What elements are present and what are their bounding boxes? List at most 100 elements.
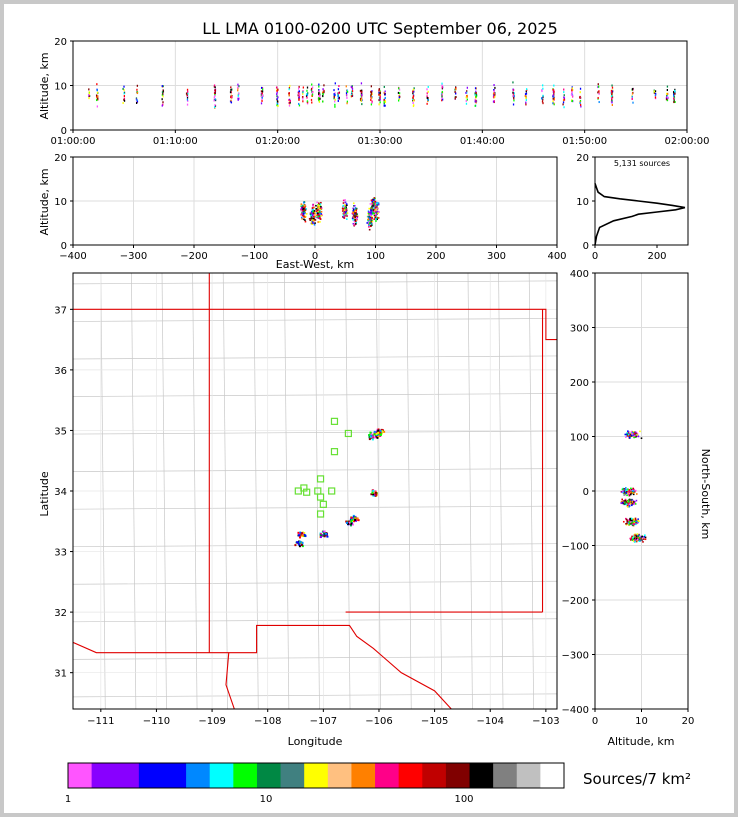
source-mark	[635, 523, 637, 526]
source-mark	[333, 97, 335, 100]
source-mark	[214, 104, 216, 107]
source-mark	[298, 533, 301, 536]
source-mark	[352, 202, 355, 205]
source-mark	[303, 212, 306, 215]
source-mark	[334, 82, 336, 85]
x-tick-label: 0	[312, 251, 318, 262]
source-mark	[371, 96, 373, 99]
source-mark	[541, 90, 543, 93]
source-mark	[95, 94, 98, 97]
source-mark	[369, 215, 372, 218]
source-mark	[342, 214, 345, 216]
source-mark	[513, 95, 515, 98]
source-mark	[298, 94, 300, 97]
source-mark	[454, 90, 456, 93]
county-boundary	[73, 505, 557, 510]
x-tick-label: 02:00:00	[665, 136, 710, 147]
source-mark	[298, 93, 300, 96]
colorbar-tick-label: 1	[65, 794, 71, 805]
source-mark	[354, 207, 357, 209]
source-mark	[638, 537, 641, 539]
source-mark	[351, 516, 354, 519]
source-mark	[383, 101, 385, 104]
source-mark	[311, 214, 313, 216]
source-mark	[375, 432, 378, 435]
source-mark	[666, 99, 669, 102]
ns-height-xlabel: Altitude, km	[607, 735, 674, 748]
source-mark	[597, 86, 599, 89]
source-mark	[300, 544, 303, 547]
county-boundary	[73, 693, 557, 698]
source-mark	[611, 103, 613, 106]
source-mark	[298, 96, 300, 99]
source-mark	[97, 95, 99, 98]
source-mark	[632, 490, 635, 493]
source-mark	[309, 219, 312, 222]
source-mark	[626, 520, 629, 523]
source-mark	[525, 88, 528, 91]
source-mark	[673, 99, 675, 102]
source-mark	[312, 205, 314, 207]
source-mark	[369, 220, 371, 222]
source-mark	[641, 539, 643, 541]
source-mark	[97, 97, 99, 100]
source-mark	[632, 431, 635, 433]
source-mark	[135, 97, 138, 100]
source-mark	[360, 98, 363, 101]
source-mark	[383, 104, 385, 107]
source-mark	[370, 208, 372, 211]
source-mark	[579, 103, 582, 106]
source-mark	[628, 489, 631, 491]
source-mark	[629, 491, 632, 494]
source-mark	[427, 85, 429, 88]
source-mark	[542, 84, 544, 87]
x-tick-label: −111	[87, 716, 114, 727]
source-mark	[635, 537, 638, 540]
source-mark	[375, 208, 377, 211]
source-mark	[562, 99, 565, 102]
source-mark	[628, 504, 631, 507]
source-mark	[562, 101, 565, 104]
station-marker	[344, 429, 352, 438]
source-mark	[351, 519, 354, 522]
ew-height-xlabel: East-West, km	[276, 258, 354, 271]
colorbar-swatch	[351, 763, 376, 788]
source-mark	[631, 538, 633, 541]
colorbar-label: Sources/7 km²	[583, 770, 691, 788]
source-mark	[355, 216, 358, 219]
y-tick-label: −200	[562, 596, 589, 607]
source-mark	[320, 201, 322, 204]
source-mark	[341, 210, 344, 212]
source-mark	[288, 100, 291, 103]
ew-height-ylabel: Altitude, km	[38, 168, 51, 235]
source-mark	[261, 99, 263, 102]
source-mark	[301, 545, 304, 548]
source-mark	[369, 214, 372, 217]
source-mark	[343, 212, 346, 214]
source-mark	[441, 99, 443, 102]
source-mark	[237, 97, 239, 100]
source-mark	[306, 102, 309, 105]
y-tick-label: 10	[576, 197, 589, 208]
source-mark	[344, 211, 347, 214]
source-mark	[261, 94, 264, 97]
source-mark	[319, 536, 322, 539]
source-mark	[627, 431, 630, 433]
source-mark	[237, 86, 239, 89]
source-mark	[368, 224, 370, 227]
source-mark	[635, 520, 638, 523]
source-mark	[378, 431, 381, 434]
source-mark	[297, 531, 300, 534]
source-mark	[377, 202, 380, 204]
source-mark	[552, 102, 554, 105]
source-mark	[638, 534, 640, 537]
y-tick-label: 20	[54, 37, 67, 48]
source-mark	[492, 95, 495, 98]
source-mark	[316, 216, 318, 219]
source-mark	[136, 99, 138, 102]
source-mark	[318, 95, 320, 98]
source-mark	[322, 94, 324, 97]
source-mark	[313, 211, 315, 213]
source-mark	[354, 210, 357, 213]
source-mark	[633, 503, 636, 506]
